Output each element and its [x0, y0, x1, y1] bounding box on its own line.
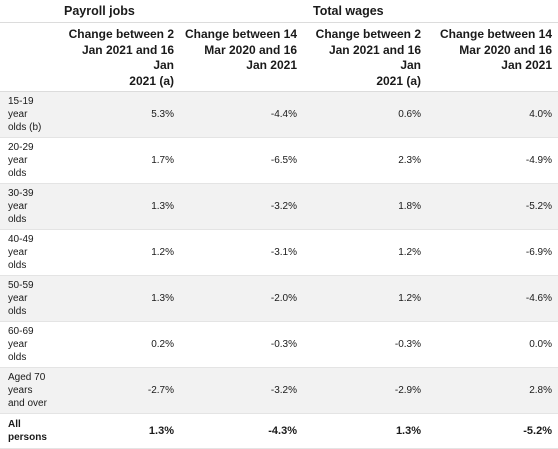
table-cell: -5.2%: [523, 425, 553, 437]
table-cell: 1.2%: [398, 293, 422, 304]
table-row: 60-69 year olds 0.2% -0.3% -0.3% 0.0%: [0, 322, 558, 368]
column-header-row: Change between 2 Jan 2021 and 16 Jan 202…: [0, 22, 558, 92]
table-row: 20-29 year olds 1.7% -6.5% 2.3% -4.9%: [0, 138, 558, 184]
row-label: 30-39 year olds: [0, 184, 58, 230]
column-header: Change between 14 Mar 2020 and 16 Jan 20…: [427, 22, 558, 92]
group-header-row: Payroll jobs Total wages: [0, 0, 558, 23]
row-label-line: olds: [8, 352, 27, 363]
table-cell: 1.2%: [151, 247, 174, 258]
corner-cell: [0, 0, 58, 23]
column-header-line: Jan 2021: [501, 58, 553, 72]
table-cell: -2.9%: [394, 385, 422, 396]
row-label: 20-29 year olds: [0, 138, 58, 184]
table-cell: -4.6%: [525, 293, 553, 304]
table-cell: 5.3%: [151, 109, 174, 120]
row-label-line: year: [8, 201, 28, 212]
column-header-line: Change between 2: [68, 27, 174, 41]
row-label-line: 20-29: [8, 142, 34, 153]
row-label-line: olds: [8, 260, 27, 271]
row-label-line: olds: [8, 214, 27, 225]
table-cell: -4.9%: [525, 155, 553, 166]
row-label-line: year: [8, 247, 28, 258]
table-cell: 0.2%: [151, 339, 174, 350]
row-label-line: 60-69: [8, 326, 34, 337]
table-row: 30-39 year olds 1.3% -3.2% 1.8% -5.2%: [0, 183, 558, 230]
row-label: 40-49 year olds: [0, 230, 58, 276]
table-cell: -0.3%: [394, 339, 422, 350]
row-label-line: Aged 70: [8, 372, 46, 383]
column-header-line: 2021 (a): [376, 73, 422, 88]
column-header-line: Jan 2021 and 16 Jan: [81, 42, 174, 73]
table-cell: 1.3%: [148, 425, 174, 437]
table-cell: 2.3%: [398, 155, 422, 166]
column-header-line: Change between 2: [315, 27, 422, 41]
table-cell: 1.3%: [395, 425, 422, 437]
table-cell: -4.3%: [268, 425, 298, 437]
column-header: Change between 2 Jan 2021 and 16 Jan 202…: [58, 22, 180, 92]
row-label: Aged 70 years and over: [0, 368, 58, 414]
table-row: 40-49 year olds 1.2% -3.1% 1.2% -6.9%: [0, 230, 558, 276]
row-label: 15-19 year olds (b): [0, 92, 58, 138]
row-label-line: year: [8, 155, 28, 166]
row-label: All persons: [0, 414, 58, 449]
row-label-line: years: [8, 385, 33, 396]
table-row: 15-19 year olds (b) 5.3% -4.4% 0.6% 4.0%: [0, 91, 558, 138]
row-label-line: year: [8, 339, 28, 350]
table-cell: 2.8%: [529, 385, 553, 396]
row-label-line: olds: [8, 168, 27, 179]
table-body: 15-19 year olds (b) 5.3% -4.4% 0.6% 4.0% 20-29 y…: [0, 91, 558, 449]
total-row: All persons 1.3% -4.3% 1.3% -5.2%: [0, 414, 558, 449]
table-cell: 1.8%: [398, 201, 422, 212]
row-label-line: year: [8, 293, 28, 304]
row-label-line: year: [8, 109, 28, 120]
column-header-line: Change between 14: [184, 27, 298, 41]
row-label-line: persons: [8, 432, 47, 443]
table-cell: -3.2%: [270, 201, 298, 212]
column-header-line: Jan 2021: [246, 58, 298, 72]
row-label-line: 30-39: [8, 188, 34, 199]
group-header-total-wages: Total wages: [303, 0, 558, 23]
table-cell: -3.2%: [270, 385, 298, 396]
table-cell: 4.0%: [529, 109, 553, 120]
row-label-line: and over: [8, 398, 47, 409]
column-header-line: Jan 2021 and 16 Jan: [328, 42, 422, 73]
row-label-line: All: [8, 419, 21, 430]
table-row: 50-59 year olds 1.3% -2.0% 1.2% -4.6%: [0, 275, 558, 322]
corner-cell-sub: [0, 22, 58, 92]
row-label-line: olds (b): [8, 122, 42, 133]
table-cell: -4.4%: [270, 109, 298, 120]
table-cell: 0.0%: [529, 339, 553, 350]
table-cell: -6.5%: [270, 155, 298, 166]
column-header-line: Mar 2020 and 16: [204, 42, 298, 57]
table-cell: -2.7%: [147, 385, 174, 396]
row-label: 60-69 year olds: [0, 322, 58, 368]
table-cell: 1.7%: [151, 155, 174, 166]
table-cell: -6.9%: [525, 247, 553, 258]
table-cell: -3.1%: [270, 247, 298, 258]
table-cell: 0.6%: [398, 109, 422, 120]
table-cell: -5.2%: [525, 201, 553, 212]
column-header: Change between 14 Mar 2020 and 16 Jan 20…: [180, 22, 304, 92]
group-header-payroll-jobs: Payroll jobs: [58, 0, 304, 23]
table-cell: 1.3%: [151, 201, 174, 212]
column-header-line: Mar 2020 and 16: [459, 42, 553, 57]
table-cell: 1.2%: [398, 247, 422, 258]
table-cell: 1.3%: [151, 293, 174, 304]
table-cell: -0.3%: [270, 339, 298, 350]
table-row: Aged 70 years and over -2.7% -3.2% -2.9% 2.8%: [0, 367, 558, 414]
column-header: Change between 2 Jan 2021 and 16 Jan 202…: [303, 22, 428, 92]
column-header-line: 2021 (a): [129, 73, 174, 88]
row-label-line: 40-49: [8, 234, 34, 245]
row-label-line: olds: [8, 306, 27, 317]
row-label-line: 15-19: [8, 96, 34, 107]
row-label: 50-59 year olds: [0, 276, 58, 322]
table-cell: -2.0%: [270, 293, 298, 304]
row-label-line: 50-59: [8, 280, 34, 291]
column-header-line: Change between 14: [439, 27, 553, 41]
